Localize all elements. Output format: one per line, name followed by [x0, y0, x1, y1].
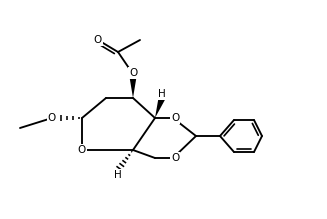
Text: O: O	[171, 153, 179, 163]
Text: O: O	[171, 113, 179, 123]
Polygon shape	[129, 74, 137, 98]
Text: H: H	[114, 170, 122, 180]
Text: O: O	[48, 113, 56, 123]
Text: O: O	[129, 68, 137, 78]
Text: O: O	[94, 35, 102, 45]
Text: O: O	[78, 145, 86, 155]
Polygon shape	[155, 97, 165, 118]
Text: H: H	[158, 89, 166, 99]
